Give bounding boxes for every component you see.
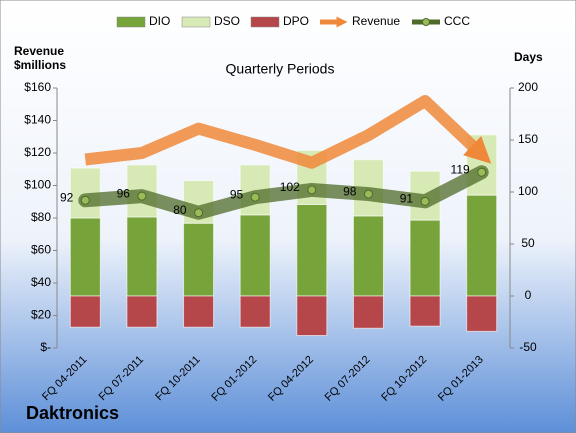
legend-label: DIO: [149, 14, 170, 28]
bar: [69, 217, 101, 297]
bar: [409, 219, 441, 297]
y-tick-label: $-: [40, 340, 51, 354]
ccc-marker: [80, 195, 90, 205]
y-tick-label: $20: [31, 308, 51, 322]
bar: [183, 295, 215, 328]
y-tick-label: $40: [31, 275, 51, 289]
y2-axis-label: Days: [514, 50, 543, 64]
bar: [466, 194, 498, 297]
bar: [239, 295, 271, 328]
bar: [296, 203, 328, 297]
legend-label: CCC: [444, 14, 470, 28]
ccc-marker: [194, 208, 204, 218]
ccc-marker: [137, 191, 147, 201]
y-tick-label: $140: [24, 113, 51, 127]
caption: Daktronics: [26, 403, 119, 423]
y2-tick-label: 200: [518, 80, 538, 94]
data-label: 102: [280, 180, 300, 194]
data-label: 80: [173, 203, 187, 217]
data-label: 91: [400, 192, 414, 206]
data-label: 92: [60, 190, 74, 204]
legend-swatch: [116, 16, 146, 28]
legend-label: DPO: [283, 14, 309, 28]
bar: [239, 214, 271, 297]
legend-label: Revenue: [352, 14, 400, 28]
bar: [183, 222, 215, 297]
y2-tick-label: 50: [521, 236, 535, 250]
ccc-marker: [307, 185, 317, 195]
y-axis-label: $millions: [14, 58, 66, 72]
ccc-marker: [250, 192, 260, 202]
bar: [352, 215, 384, 297]
bar: [126, 295, 158, 328]
bar: [126, 216, 158, 297]
data-label: 98: [343, 184, 357, 198]
chart-title: Quarterly Periods: [226, 61, 335, 77]
y-tick-label: $120: [24, 145, 51, 159]
ccc-marker: [420, 196, 430, 206]
bar: [352, 295, 384, 329]
data-label: 96: [117, 186, 131, 200]
y-tick-label: $100: [24, 178, 51, 192]
y-tick-label: $80: [31, 210, 51, 224]
y2-tick-label: 0: [525, 288, 532, 302]
ccc-marker: [363, 189, 373, 199]
ccc-line: [78, 165, 489, 220]
y-tick-label: $160: [24, 80, 51, 94]
y2-tick-label: -50: [519, 340, 537, 354]
legend-swatch: [250, 16, 280, 28]
y-tick-label: $60: [31, 243, 51, 257]
legend-swatch: [422, 18, 430, 26]
ccc-marker: [477, 167, 487, 177]
revenue-line: [84, 95, 492, 169]
y2-tick-label: 100: [518, 184, 538, 198]
bar: [409, 295, 441, 327]
y-axis-label: Revenue: [14, 44, 64, 58]
bar: [296, 295, 328, 337]
bar: [466, 295, 498, 332]
data-label: 95: [230, 187, 244, 201]
legend-label: DSO: [214, 14, 240, 28]
data-label: 119: [451, 162, 470, 176]
bar: [69, 295, 101, 328]
y2-tick-label: 150: [518, 132, 538, 146]
legend-swatch: [181, 16, 211, 28]
